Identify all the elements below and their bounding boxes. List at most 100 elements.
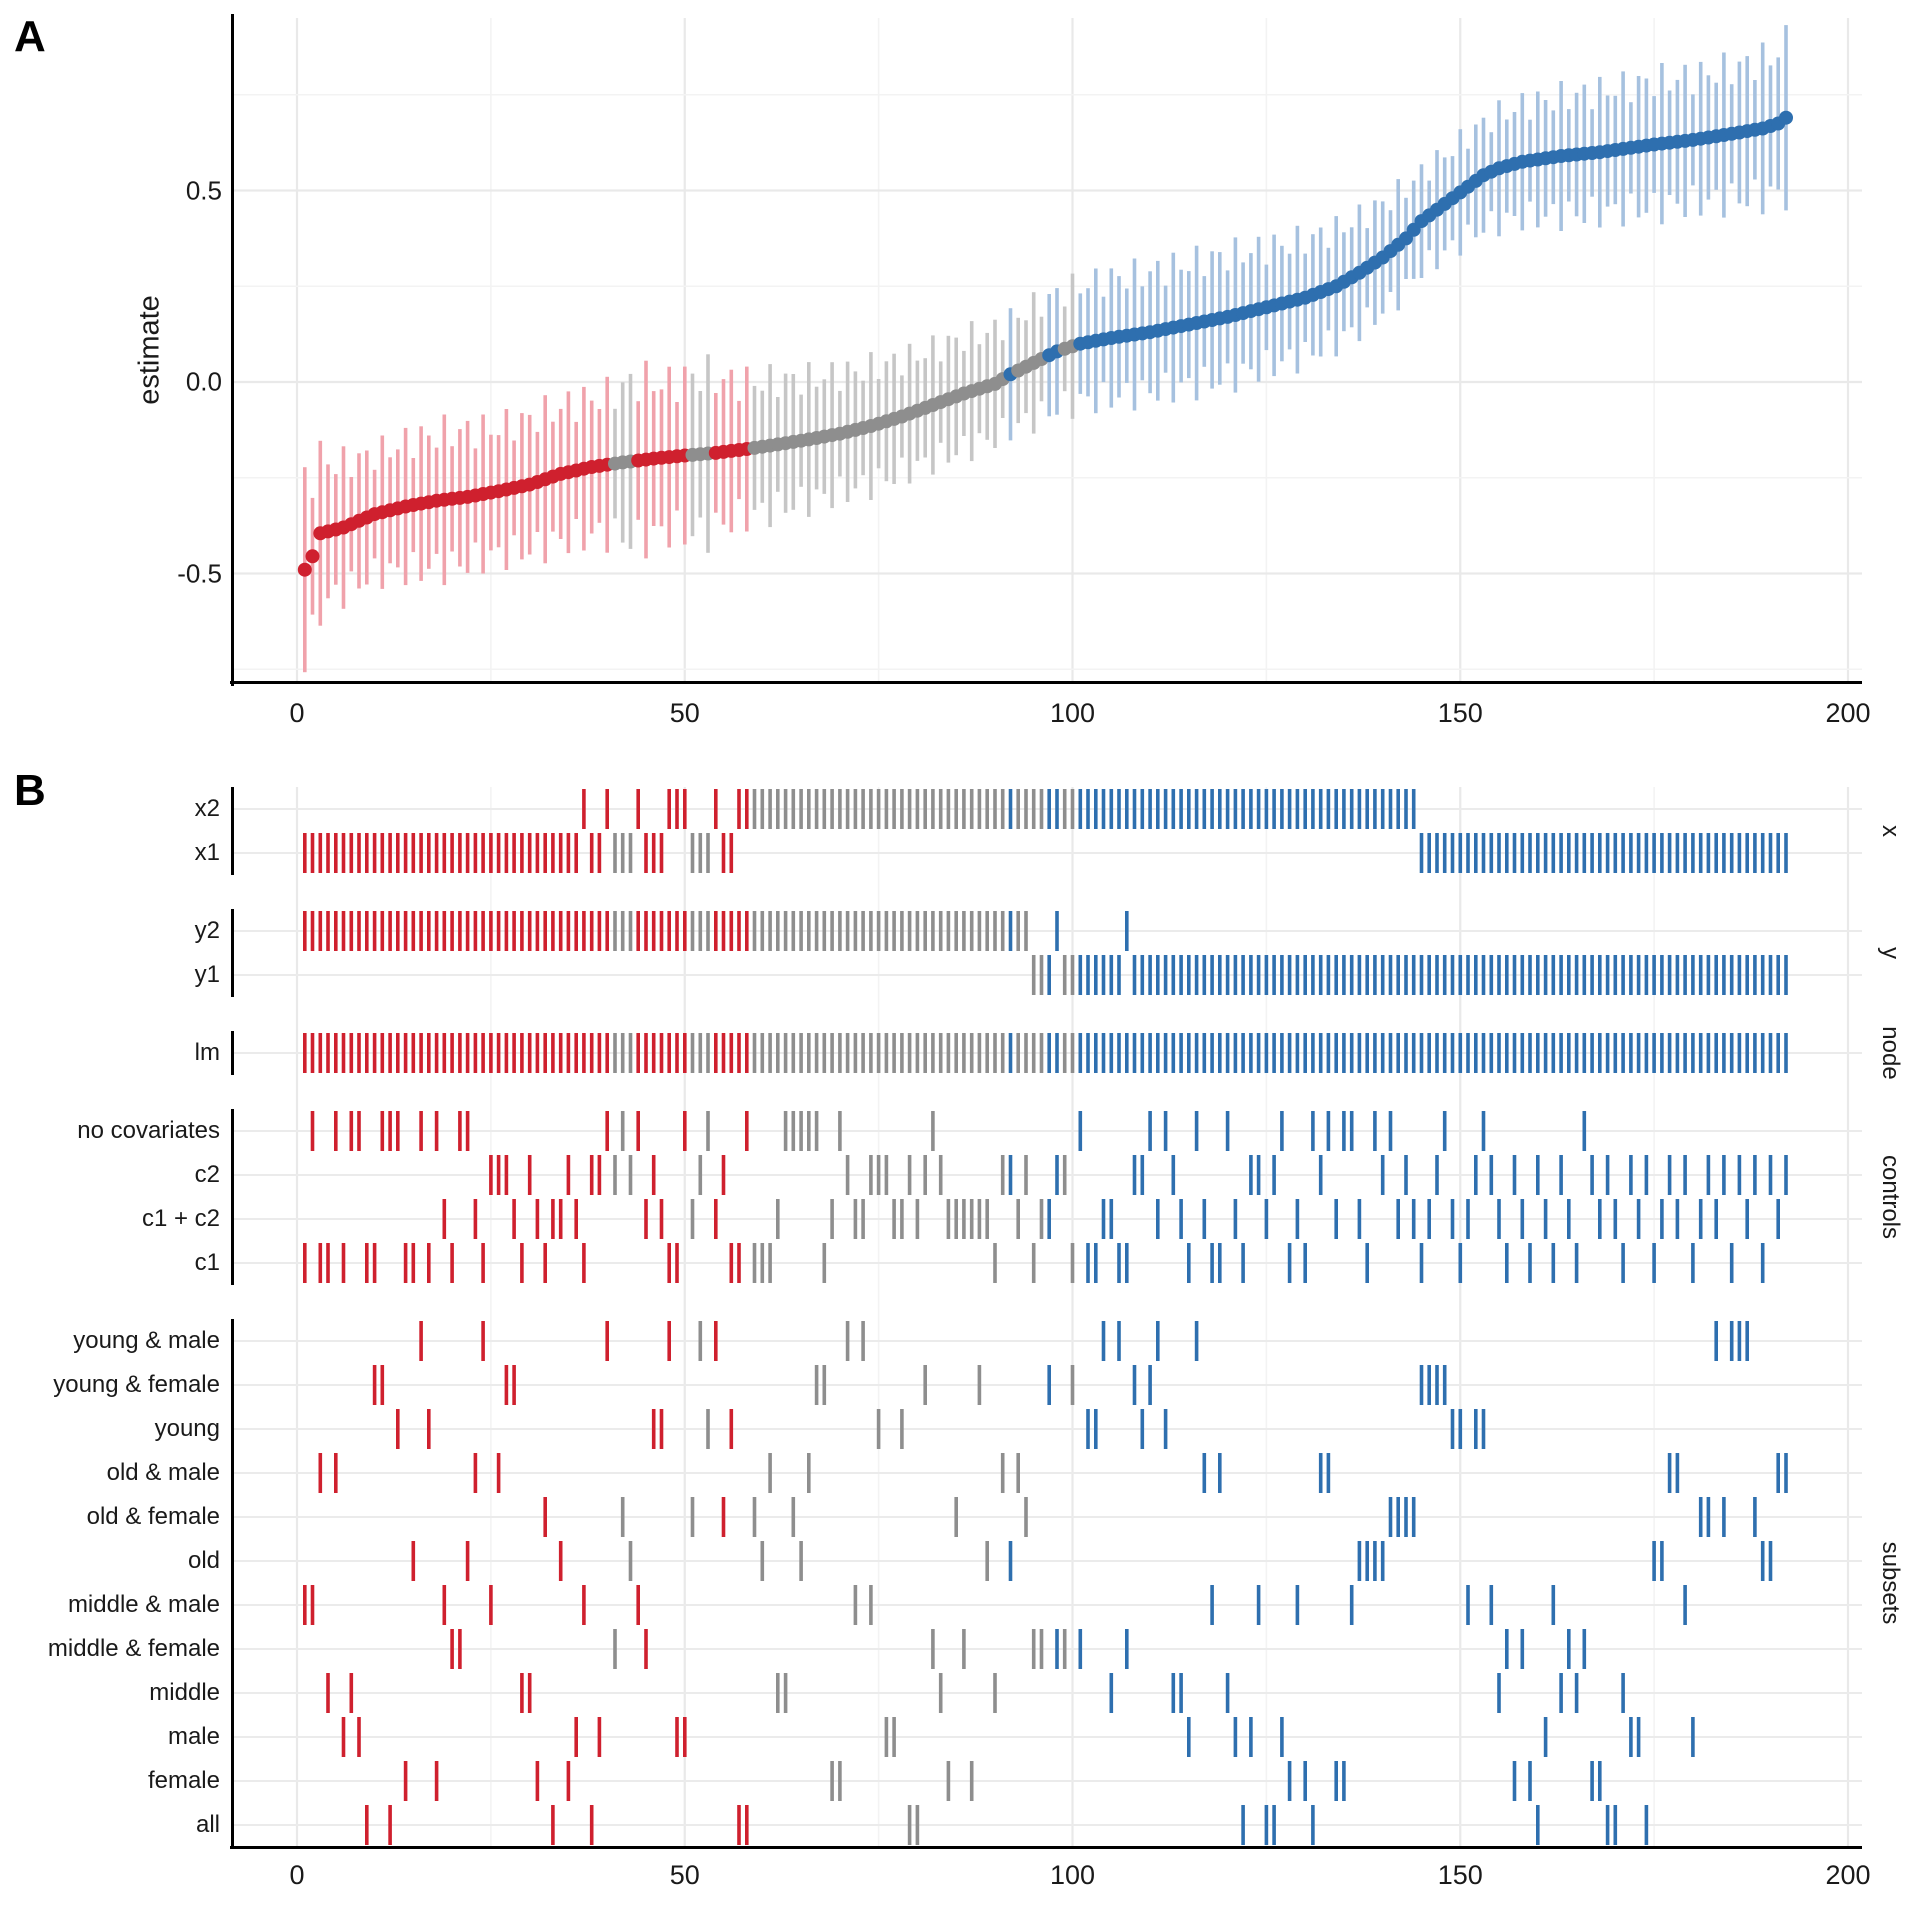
- spec-tick: [776, 789, 780, 829]
- spec-tick: [1388, 1497, 1393, 1537]
- spec-tick: [636, 789, 640, 829]
- spec-tick: [365, 1033, 369, 1073]
- spec-tick: [1520, 1629, 1525, 1669]
- spec-tick: [876, 1409, 881, 1449]
- spec-tick: [566, 1033, 571, 1073]
- spec-tick: [520, 1673, 524, 1713]
- spec-tick: [900, 911, 904, 951]
- spec-tick: [574, 833, 578, 873]
- spec-tick: [1474, 833, 1478, 873]
- spec-tick: [558, 1033, 563, 1073]
- spec-tick: [1070, 1243, 1075, 1283]
- spec-tick: [489, 911, 493, 951]
- spec-tick: [1125, 1033, 1129, 1073]
- spec-tick: [1551, 833, 1556, 873]
- spec-tick: [458, 1111, 462, 1151]
- spec-tick: [907, 1805, 912, 1845]
- spec-tick: [675, 1243, 679, 1283]
- spec-tick: [1140, 1409, 1145, 1449]
- spec-tick: [752, 789, 757, 829]
- spec-tick: [605, 1321, 609, 1361]
- spec-tick: [729, 833, 734, 873]
- spec-tick: [938, 1673, 943, 1713]
- spec-tick: [1287, 789, 1292, 829]
- spec-tick: [1574, 1673, 1579, 1713]
- spec-tick: [1109, 1673, 1114, 1713]
- spec-tick: [1280, 1717, 1284, 1757]
- row-label-young: young: [154, 1415, 220, 1442]
- spec-tick: [853, 1585, 858, 1625]
- spec-tick: [442, 1199, 447, 1239]
- spec-tick: [1784, 1033, 1788, 1073]
- spec-tick: [434, 1111, 439, 1151]
- spec-tick: [1094, 1409, 1098, 1449]
- spec-tick: [520, 1243, 524, 1283]
- spec-tick: [1722, 833, 1726, 873]
- spec-tick: [1636, 1717, 1641, 1757]
- spec-tick: [1171, 1673, 1176, 1713]
- spec-tick: [566, 1761, 571, 1801]
- spec-tick: [1187, 1243, 1191, 1283]
- spec-tick: [1760, 955, 1765, 995]
- spec-tick: [1505, 833, 1509, 873]
- spec-tick: [946, 789, 951, 829]
- x-axis-line-a: [230, 681, 1862, 684]
- spec-tick: [1117, 1321, 1121, 1361]
- spec-tick: [1047, 789, 1051, 829]
- facet-axis-segment: [231, 1319, 234, 1847]
- spec-tick: [419, 1321, 423, 1361]
- spec-tick: [1497, 955, 1501, 995]
- spec-tick: [1613, 1033, 1618, 1073]
- spec-tick: [1567, 1199, 1571, 1239]
- estimate-point: [305, 549, 320, 564]
- spec-tick: [814, 911, 819, 951]
- spec-tick: [489, 1585, 493, 1625]
- spec-tick: [1272, 1805, 1276, 1845]
- spec-tick: [1303, 1761, 1307, 1801]
- spec-tick: [589, 911, 594, 951]
- spec-tick: [1272, 1155, 1276, 1195]
- spec-tick: [1295, 1199, 1300, 1239]
- spec-tick: [977, 1033, 982, 1073]
- spec-tick: [1396, 1033, 1400, 1073]
- spec-tick: [1086, 1243, 1090, 1283]
- spec-tick: [1117, 1033, 1121, 1073]
- spec-tick: [1489, 1033, 1494, 1073]
- spec-tick: [1117, 1243, 1121, 1283]
- spec-tick: [1427, 1365, 1431, 1405]
- spec-tick: [1427, 955, 1431, 995]
- spec-tick: [830, 1033, 834, 1073]
- spec-tick: [527, 1673, 532, 1713]
- spec-tick: [427, 911, 431, 951]
- spec-tick: [745, 789, 749, 829]
- spec-tick: [1365, 955, 1369, 995]
- x-tick-label: 150: [1437, 1860, 1483, 1890]
- spec-tick: [1272, 955, 1276, 995]
- spec-tick: [1753, 1155, 1757, 1195]
- spec-tick: [791, 1497, 796, 1537]
- spec-tick: [915, 1805, 920, 1845]
- spec-tick: [822, 1243, 827, 1283]
- spec-tick: [1753, 955, 1757, 995]
- spec-tick: [1567, 1629, 1571, 1669]
- spec-tick: [1512, 955, 1517, 995]
- spec-tick: [969, 911, 974, 951]
- spec-tick: [1512, 833, 1517, 873]
- spec-tick: [791, 1033, 796, 1073]
- spec-tick: [900, 1033, 904, 1073]
- spec-tick: [380, 1033, 385, 1073]
- spec-tick: [1605, 955, 1610, 995]
- spec-tick: [597, 1033, 602, 1073]
- spec-tick: [465, 1111, 470, 1151]
- spec-tick: [1505, 1629, 1509, 1669]
- spec-tick: [1419, 955, 1424, 995]
- spec-tick: [1070, 1033, 1075, 1073]
- row-label-c1: c1: [194, 1249, 220, 1276]
- spec-tick: [1388, 789, 1393, 829]
- spec-tick: [1148, 955, 1152, 995]
- spec-tick: [985, 1033, 989, 1073]
- spec-tick: [683, 1111, 687, 1151]
- spec-tick: [946, 1033, 951, 1073]
- spec-tick: [1334, 1761, 1338, 1801]
- spec-tick: [341, 1243, 346, 1283]
